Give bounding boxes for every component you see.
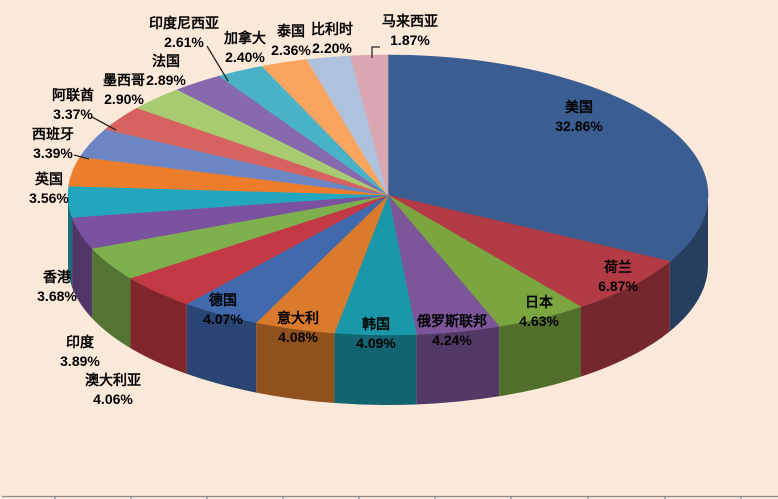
pie-slice-side <box>92 248 131 349</box>
pie-slice-side <box>334 333 417 405</box>
pie-slice-side <box>68 195 73 288</box>
leader-line <box>206 45 229 82</box>
leader-line <box>91 116 117 131</box>
leader-line <box>371 46 380 58</box>
pie-slice-side <box>416 326 500 405</box>
pie-slice-side <box>499 306 581 397</box>
pie-slice <box>350 54 389 196</box>
pie-slice-side <box>186 303 257 393</box>
pie-slice-side <box>580 261 670 377</box>
pie-slice <box>387 194 671 308</box>
leader-line <box>73 154 90 160</box>
pie-slice-side <box>256 322 335 404</box>
pie-slice-side <box>130 278 187 374</box>
pie-slice-side <box>72 217 93 319</box>
pie-slice <box>387 54 709 262</box>
